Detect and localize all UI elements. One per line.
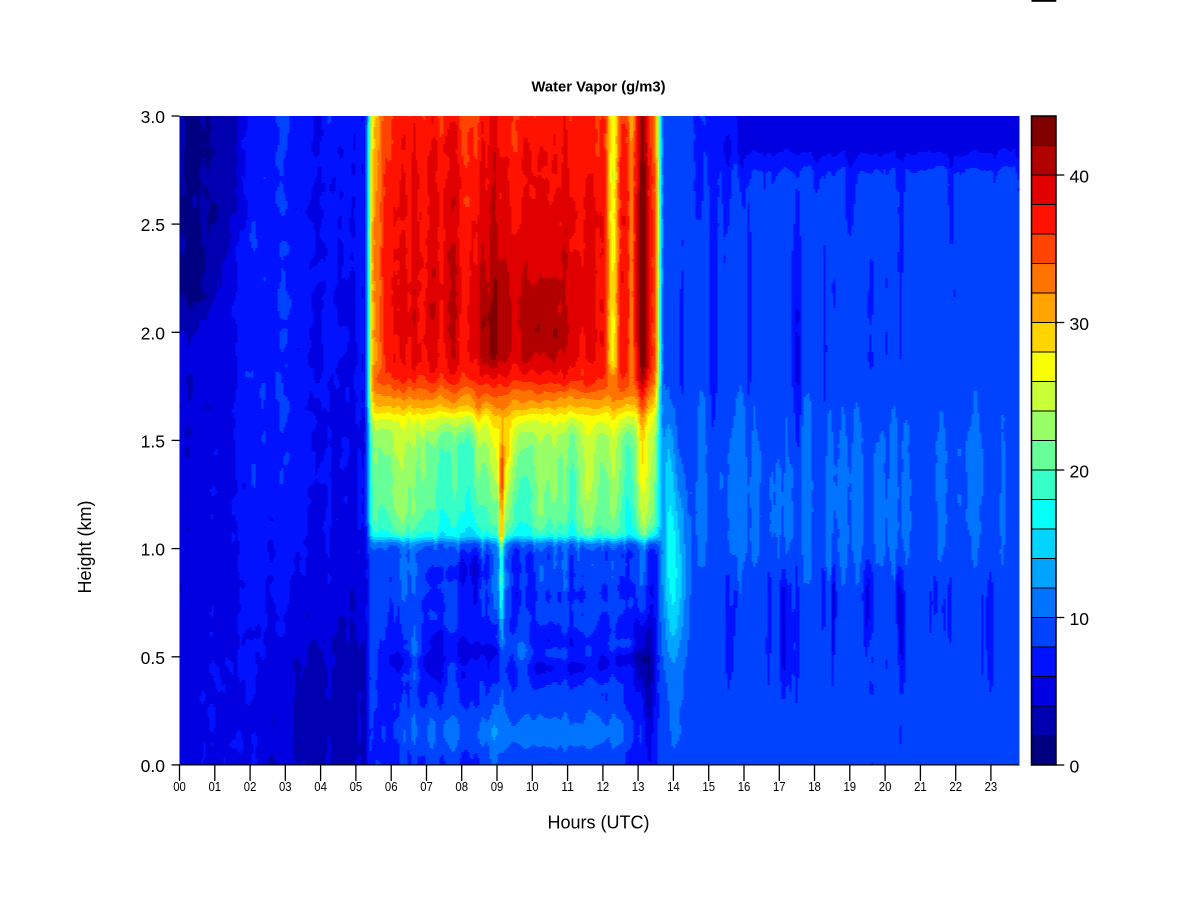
svg-text:2.0: 2.0 [141, 323, 166, 343]
svg-text:Height (km): Height (km) [75, 500, 95, 593]
svg-text:08: 08 [455, 779, 468, 794]
svg-text:17: 17 [773, 779, 786, 794]
svg-text:1.5: 1.5 [141, 432, 165, 452]
svg-text:40: 40 [1070, 167, 1090, 187]
svg-text:11: 11 [561, 779, 574, 794]
svg-text:02: 02 [244, 779, 257, 794]
svg-text:03: 03 [279, 779, 292, 794]
svg-text:30: 30 [1070, 314, 1090, 334]
svg-text:21: 21 [914, 779, 927, 794]
svg-text:12: 12 [597, 779, 610, 794]
svg-text:14: 14 [667, 779, 680, 794]
svg-text:01: 01 [209, 779, 222, 794]
svg-text:3.0: 3.0 [141, 107, 166, 127]
svg-text:18: 18 [808, 779, 821, 794]
svg-text:06: 06 [385, 779, 398, 794]
svg-text:00: 00 [173, 779, 186, 794]
svg-text:16: 16 [738, 779, 751, 794]
svg-text:15: 15 [702, 779, 715, 794]
svg-text:05: 05 [350, 779, 363, 794]
svg-text:23: 23 [985, 779, 998, 794]
svg-text:Water Vapor (g/m3): Water Vapor (g/m3) [532, 80, 666, 96]
svg-text:19: 19 [844, 779, 857, 794]
svg-text:0.0: 0.0 [141, 756, 166, 776]
svg-text:10: 10 [1070, 609, 1090, 629]
svg-text:04: 04 [314, 779, 327, 794]
svg-text:09: 09 [491, 779, 504, 794]
svg-text:0.5: 0.5 [141, 648, 165, 668]
svg-text:Hours (UTC): Hours (UTC) [548, 813, 650, 833]
svg-text:22: 22 [949, 779, 962, 794]
svg-text:2.5: 2.5 [141, 215, 165, 235]
svg-text:20: 20 [879, 779, 892, 794]
svg-text:13: 13 [632, 779, 645, 794]
svg-text:07: 07 [420, 779, 433, 794]
svg-text:10: 10 [526, 779, 539, 794]
svg-text:0: 0 [1070, 757, 1080, 777]
svg-text:20: 20 [1070, 462, 1090, 482]
svg-text:1.0: 1.0 [141, 540, 166, 560]
